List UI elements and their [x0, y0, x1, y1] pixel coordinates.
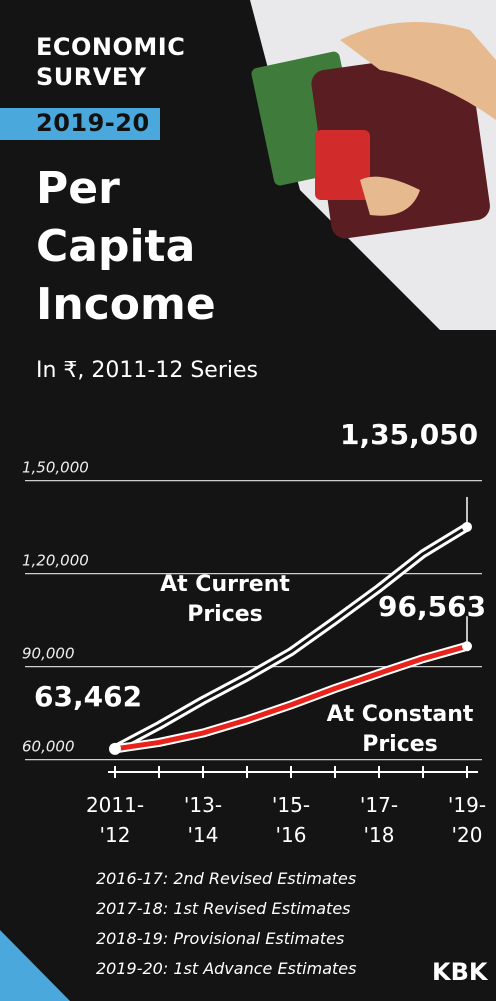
subtitle: In ₹, 2011-12 Series — [36, 358, 258, 383]
series-label: At Constant Prices — [326, 702, 474, 757]
hand — [360, 176, 420, 216]
note: 2016-17: 2nd Revised Estimates — [96, 869, 357, 888]
y-tick-label: 60,000 — [22, 738, 75, 756]
x-tick-label: 2011-'12 — [85, 793, 145, 847]
series-line — [114, 643, 468, 752]
corner — [0, 930, 70, 1001]
point — [462, 521, 472, 532]
header: ECONOMIC SURVEY — [36, 33, 186, 91]
badge-bg — [0, 108, 160, 140]
card — [315, 130, 370, 200]
hand — [340, 22, 496, 120]
source: KBK — [432, 958, 488, 986]
value-label: 1,35,050 — [340, 418, 479, 451]
chart-title: Per Capita Income — [36, 163, 216, 330]
y-tick-label: 1,20,000 — [22, 552, 89, 570]
point — [109, 742, 121, 755]
x-tick-label: '19-'20 — [447, 793, 487, 847]
notes: 2016-17: 2nd Revised Estimates 2017-18: 1… — [96, 864, 356, 984]
value-label: 63,462 — [34, 680, 143, 713]
y-tick-label: 1,50,000 — [22, 459, 89, 477]
note: 2017-18: 1st Revised Estimates — [96, 899, 351, 918]
series-label: At Current Prices — [160, 572, 290, 627]
badge: 2019-20 — [36, 109, 150, 137]
note: 2018-19: Provisional Estimates — [96, 929, 345, 948]
x-tick-label: '17-'18 — [359, 793, 399, 847]
series-line — [114, 525, 468, 751]
x-tick-label: '15-'16 — [271, 793, 311, 847]
point — [462, 641, 472, 652]
note: 2019-20: 1st Advance Estimates — [96, 959, 357, 978]
value-label: 96,563 — [378, 590, 487, 623]
x-tick-label: '13-'14 — [183, 793, 223, 847]
y-tick-label: 90,000 — [22, 645, 75, 663]
